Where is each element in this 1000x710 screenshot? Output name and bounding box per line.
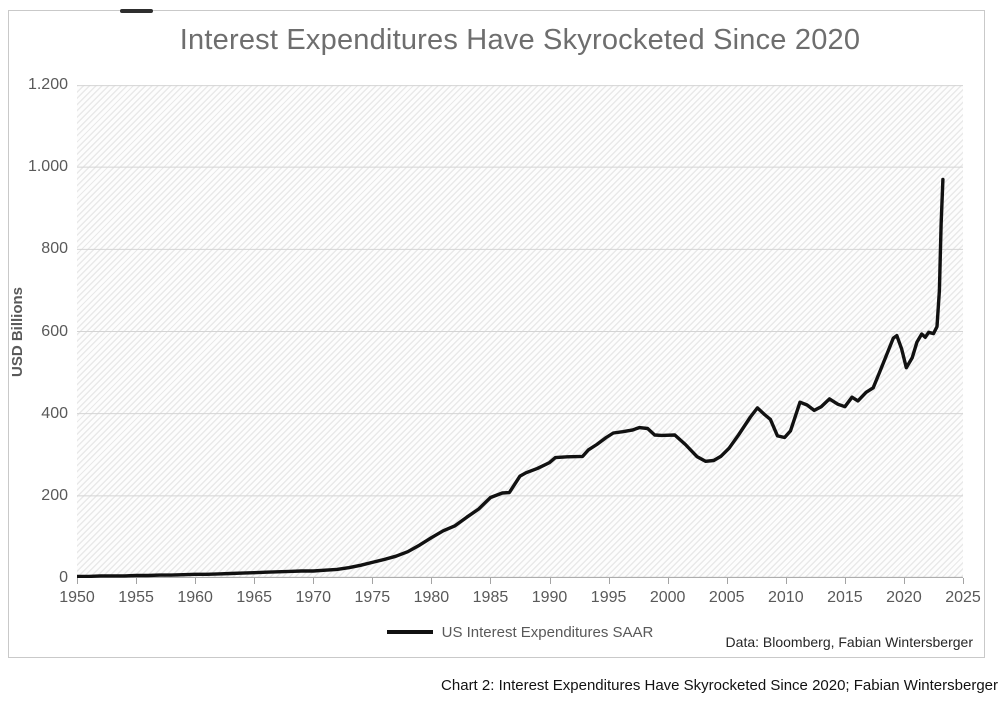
- x-tick-mark: [254, 578, 256, 584]
- y-tick-label: 800: [41, 240, 68, 258]
- x-tick-label: 1975: [354, 589, 391, 606]
- x-tick-label: 1955: [118, 589, 154, 606]
- chart-title: Interest Expenditures Have Skyrocketed S…: [179, 24, 861, 56]
- plot-area: [77, 85, 963, 578]
- x-tick-label: 1990: [531, 589, 568, 606]
- legend-series-label: US Interest Expenditures SAAR: [441, 623, 654, 641]
- y-tick-label: 1.200: [27, 76, 68, 93]
- x-tick-mark: [490, 578, 492, 584]
- line-chart-svg: [77, 85, 963, 578]
- x-tick-mark: [903, 578, 905, 584]
- x-tick-mark: [667, 578, 669, 584]
- figure-caption: Chart 2: Interest Expenditures Have Skyr…: [441, 677, 998, 694]
- y-tick-label: 1.000: [27, 158, 68, 176]
- x-tick-label: 2000: [649, 589, 686, 606]
- y-tick-label: 400: [41, 404, 68, 422]
- x-tick-mark: [136, 578, 138, 584]
- x-tick-mark: [549, 578, 551, 584]
- x-tick-label: 1970: [295, 589, 332, 606]
- data-source-note: Data: Bloomberg, Fabian Wintersberger: [725, 634, 973, 650]
- x-tick-mark: [608, 578, 610, 584]
- x-tick-mark: [963, 578, 964, 584]
- x-tick-label: 2010: [768, 589, 804, 606]
- legend: US Interest Expenditures SAAR: [77, 622, 963, 642]
- x-tick-label: 2020: [886, 589, 922, 606]
- x-tick-label: 1960: [177, 589, 213, 606]
- x-tick-label: 1980: [413, 589, 450, 606]
- x-tick-label: 1965: [236, 589, 272, 606]
- x-tick-mark: [372, 578, 374, 584]
- y-tick-label: 200: [41, 486, 68, 504]
- legend-line-swatch: [386, 630, 433, 634]
- x-tick-mark: [726, 578, 728, 584]
- x-tick-label: 1985: [472, 589, 509, 606]
- x-tick-mark: [431, 578, 433, 584]
- x-tick-mark: [313, 578, 315, 584]
- x-tick-mark: [195, 578, 197, 584]
- video-progress-bar-artifact: [120, 9, 153, 13]
- x-tick-mark: [844, 578, 846, 584]
- x-tick-mark: [77, 578, 78, 584]
- x-tick-label: 1950: [59, 589, 95, 606]
- x-tick-label: 1995: [590, 589, 627, 606]
- y-tick-label: 0: [59, 569, 68, 586]
- x-tick-label: 2015: [827, 589, 863, 606]
- y-tick-label: 600: [41, 322, 68, 340]
- x-tick-mark: [785, 578, 787, 584]
- x-tick-label: 2005: [708, 589, 745, 606]
- x-tick-label: 2025: [945, 589, 981, 606]
